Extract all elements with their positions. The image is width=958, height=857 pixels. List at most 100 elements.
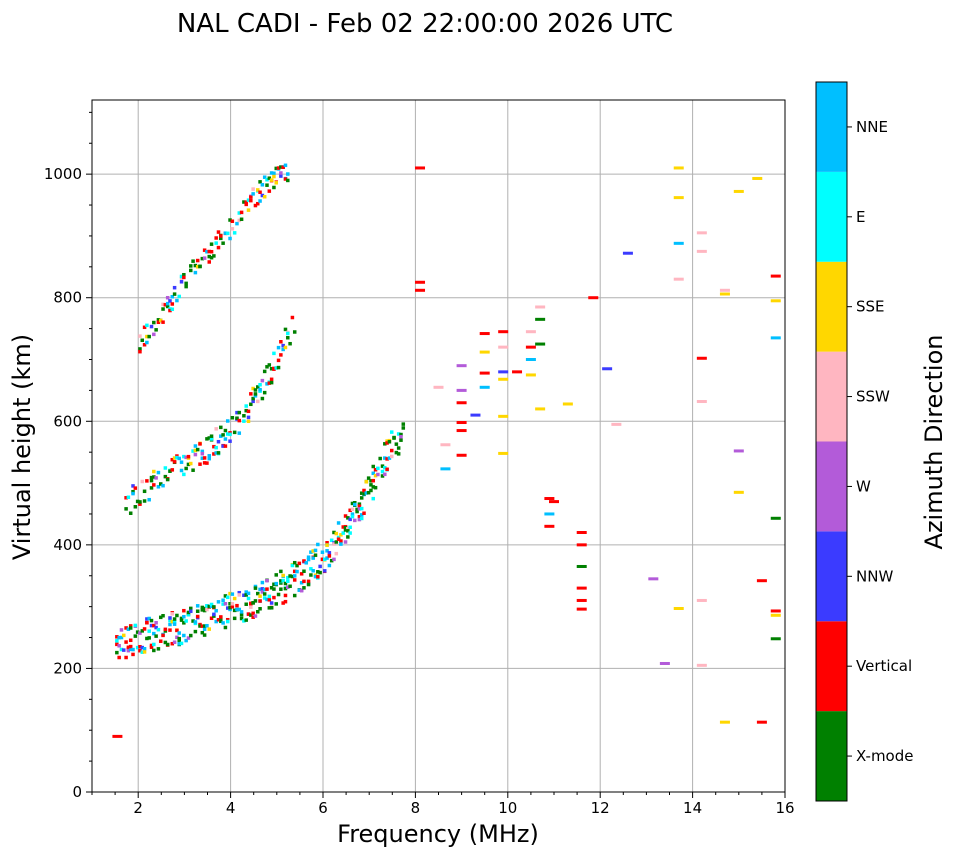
trace-point [269,171,274,175]
trace-point [246,596,251,601]
trace-point [230,227,235,231]
trace-point [115,635,119,639]
trace-point [209,434,214,438]
trace-point [172,619,177,624]
trace-point [182,608,186,613]
trace-point [228,439,232,443]
trace-point [401,426,406,430]
trace-point [179,616,184,621]
trace-point [207,254,211,259]
colorbar-swatch [816,351,847,442]
trace-point [131,652,135,657]
trace-point [223,231,228,235]
trace-point [117,655,121,660]
trace-point [182,614,186,619]
trace-point [369,483,373,487]
trace-point [170,612,175,616]
trace-point [281,573,285,578]
trace-point [186,454,191,459]
trace-point [334,551,339,556]
trace-point [145,334,149,339]
trace-point [138,631,142,635]
trace-point [198,462,202,466]
trace-point [170,302,175,306]
trace-point [228,591,232,596]
sparse-point [733,449,744,453]
trace-point [251,396,255,401]
trace-point [383,456,387,460]
trace-point [133,623,138,628]
trace-point [281,601,285,605]
trace-point [251,601,255,605]
trace-point [214,236,218,240]
trace-point [389,430,394,434]
trace-point [235,607,239,612]
trace-point [359,513,364,517]
trace-point [230,602,235,606]
trace-point [272,174,276,179]
trace-point [172,292,177,296]
trace-point [149,478,154,483]
trace-point [175,298,179,303]
trace-point [228,605,232,610]
trace-point [131,484,135,488]
trace-point [346,526,350,531]
trace-point [124,655,128,660]
trace-point [225,617,230,622]
trace-point [295,563,299,568]
trace-point [115,650,119,655]
trace-point [165,301,170,306]
trace-point [219,619,223,624]
trace-point [258,594,262,598]
trace-point [302,586,306,590]
sparse-point [544,512,555,516]
trace-point [242,419,246,423]
trace-point [320,550,325,554]
trace-point [258,599,262,603]
trace-point [249,392,253,396]
trace-point [200,624,205,628]
trace-point [133,486,138,490]
trace-point [142,489,147,494]
trace-point [142,646,147,651]
trace-point [239,610,244,614]
trace-point [283,593,288,598]
trace-point [214,619,218,624]
trace-point [230,604,235,609]
sparse-point [602,367,613,371]
trace-point [323,569,327,573]
trace-point [336,537,341,541]
trace-point [311,556,315,560]
trace-point [124,507,128,511]
trace-point [225,606,230,610]
trace-point [179,468,184,473]
trace-point [399,438,403,442]
trace-point [304,561,309,565]
trace-point [200,256,205,261]
trace-point [154,621,158,625]
trace-point [258,587,262,592]
trace-point [175,628,179,633]
trace-point [265,177,269,182]
sparse-point [696,663,707,667]
trace-point [357,504,362,508]
trace-point [283,163,288,168]
trace-point [290,574,295,579]
trace-point [267,176,272,180]
trace-point [168,618,172,623]
trace-point [265,382,269,386]
trace-point [128,638,133,643]
trace-point [288,584,292,589]
sparse-point [535,407,546,411]
sparse-point [525,373,536,377]
trace-point [244,593,248,597]
trace-point [283,345,288,350]
trace-point [260,183,265,187]
trace-point [343,528,348,532]
trace-point [313,553,318,557]
trace-point [274,602,278,606]
trace-point [200,630,205,635]
sparse-point [456,364,467,368]
trace-point [244,202,248,207]
y-tick-label: 200 [53,659,82,677]
